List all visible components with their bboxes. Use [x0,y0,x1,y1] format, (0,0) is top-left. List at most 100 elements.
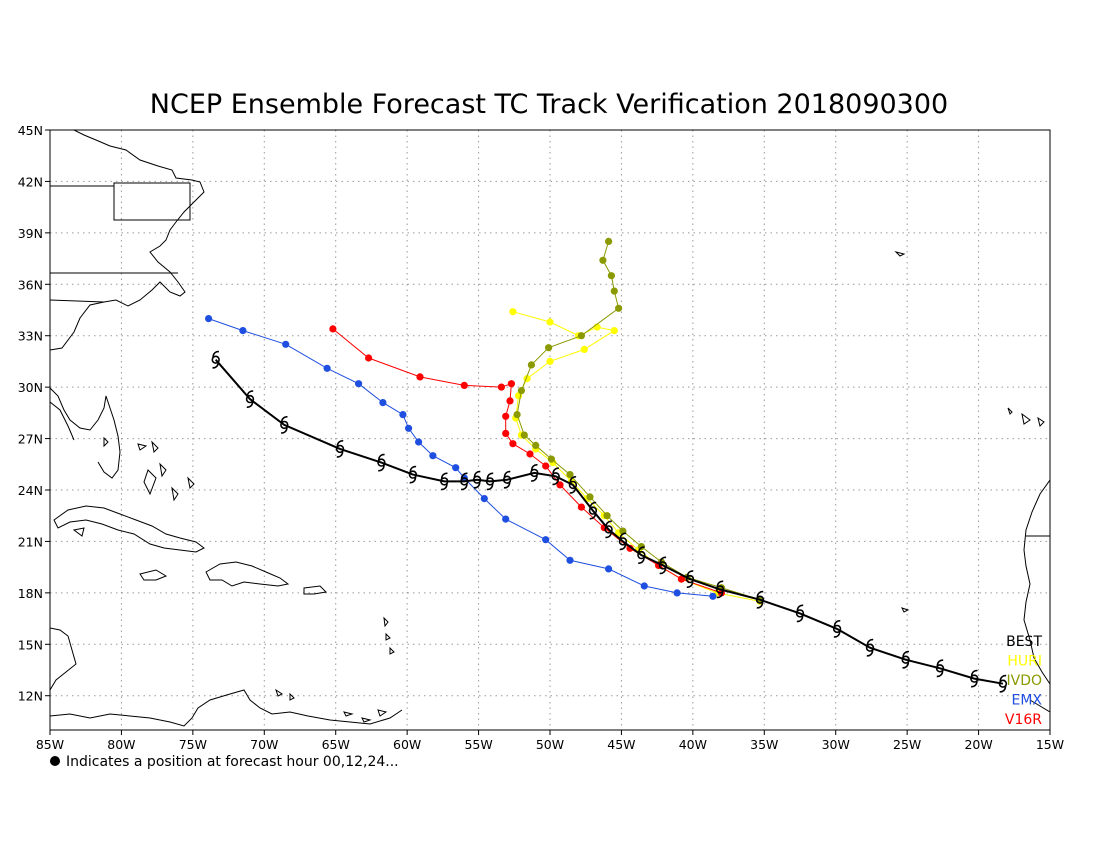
track-point [566,471,574,479]
bermuda [894,251,906,257]
isle-of-youth [72,527,85,537]
lat-tick-label: 21N [18,534,43,549]
track-point [607,272,616,280]
track-point [509,308,517,316]
footnote: Indicates a position at forecast hour 00… [66,754,399,770]
hurricane-symbol-icon [280,416,289,434]
legend-entry-v16r: V16R [1005,712,1042,728]
lon-tick-label: 30W [822,737,850,752]
hurricane-symbol-icon [245,390,255,408]
track-point [610,287,618,295]
legend-entry-emx: EMX [1011,693,1042,709]
track-line [516,241,761,601]
legend: BEST HURI IVDO EMX V16R [1005,634,1043,728]
lesser-antilles [275,616,395,723]
legend-entry-huri: HURI [1007,654,1042,670]
track-point [709,592,717,600]
track-point [480,495,488,503]
hurricane-symbol-icon [998,674,1008,693]
lon-tick-label: 25W [893,737,921,752]
hurricane-symbol-icon [568,476,578,494]
track-point [677,575,686,583]
legend-entry-ivdo: IVDO [1006,673,1042,689]
dot-marker-icon [50,756,60,766]
lat-tick-label: 24N [18,483,43,498]
lat-tick-label: 36N [18,277,43,292]
track-point [545,344,553,352]
longitude-tick-labels: 85W 80W 75W 70W 65W 60W 55W 50W 45W 40W 35W 30W 25W 2… [36,730,1064,752]
state-border [113,182,191,221]
track-point [615,304,623,312]
cape-verde [901,607,910,613]
track-line [208,318,713,597]
lon-tick-label: 20W [964,737,992,752]
lat-tick-label: 27N [18,432,43,447]
hurricane-symbol-icon [685,570,695,588]
lat-tick-label: 18N [18,586,43,601]
lon-tick-label: 55W [464,737,492,752]
hurricane-symbol-icon [472,470,482,489]
lat-tick-label: 45N [18,123,43,138]
africa-coast-south [1029,699,1050,713]
gulf-coast [50,401,75,441]
track-point [502,515,510,523]
hurricane-symbol-icon [551,467,560,486]
hurricane-symbol-icon [530,464,539,482]
hurricane-symbol-icon [832,620,842,638]
track-point [460,381,468,389]
lon-tick-label: 40W [679,737,707,752]
lat-tick-label: 30N [18,380,43,395]
hurricane-symbol-icon [440,472,449,491]
track-point [546,318,554,326]
lon-tick-label: 70W [250,737,278,752]
track-point [282,340,290,348]
track-point [509,440,517,448]
grid-lines [50,130,1050,730]
track-point [365,354,373,362]
hurricane-symbol-icon [485,472,495,491]
coastlines [50,130,1050,727]
track-point [323,364,331,372]
lat-tick-label: 42N [18,174,43,189]
lat-tick-label: 15N [18,637,43,652]
lat-tick-label: 39N [18,226,43,241]
bahamas [103,436,195,502]
track-point [532,441,540,449]
hurricane-symbol-icon [335,440,345,458]
track-point [205,315,213,323]
lon-tick-label: 75W [179,737,207,752]
jamaica [139,569,168,581]
track-line [214,359,1004,685]
florida-coast [50,387,121,479]
track-point [547,455,556,463]
north-america-coast [50,130,205,351]
track-point [640,582,648,590]
hurricane-symbol-icon [755,590,765,609]
lon-tick-label: 80W [107,737,135,752]
track-point [546,357,554,365]
lon-tick-label: 35W [750,737,778,752]
track-point [513,411,521,419]
track-point [577,503,586,511]
track-point [507,380,515,388]
track-point [542,536,550,544]
hurricane-symbol-icon [502,470,512,489]
central-america-coast [50,627,77,691]
hurricane-symbol-icon [408,465,418,484]
track-point [605,237,613,245]
lon-tick-label: 15W [1036,737,1064,752]
puerto-rico [303,585,328,595]
track-point [452,464,460,472]
lon-tick-label: 60W [393,737,421,752]
track-point [586,493,594,501]
hurricane-symbol-icon [865,638,875,657]
track-point [405,424,413,432]
hurricane-symbol-icon [377,453,386,472]
hispaniola [205,561,290,587]
hurricane-symbol-icon [715,580,725,599]
state-border [50,299,105,303]
track-point [502,429,510,437]
hurricane-symbol-icon [211,350,220,369]
lat-tick-label: 12N [18,689,43,704]
